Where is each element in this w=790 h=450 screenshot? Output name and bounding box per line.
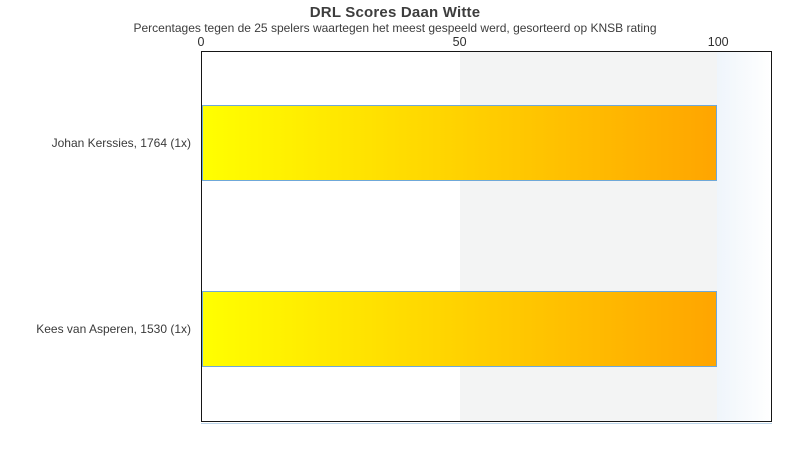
- category-label-kees-van-asperen: Kees van Asperen, 1530 (1x): [36, 322, 191, 336]
- x-axis-tick-100: 100: [707, 35, 729, 49]
- x-axis: 0 50 100: [197, 35, 772, 50]
- bar-johan-kerssies[interactable]: [202, 105, 718, 181]
- x-axis-tick-0: 0: [197, 35, 205, 49]
- fade-band-beyond-100: [717, 52, 771, 421]
- plot-area: [201, 51, 772, 424]
- category-label-johan-kerssies: Johan Kerssies, 1764 (1x): [51, 136, 191, 150]
- x-axis-tick-50: 50: [452, 35, 467, 49]
- bar-kees-van-asperen[interactable]: [202, 291, 718, 367]
- chart-subtitle: Percentages tegen de 25 spelers waartege…: [133, 21, 657, 35]
- chart-title: DRL Scores Daan Witte: [309, 4, 481, 21]
